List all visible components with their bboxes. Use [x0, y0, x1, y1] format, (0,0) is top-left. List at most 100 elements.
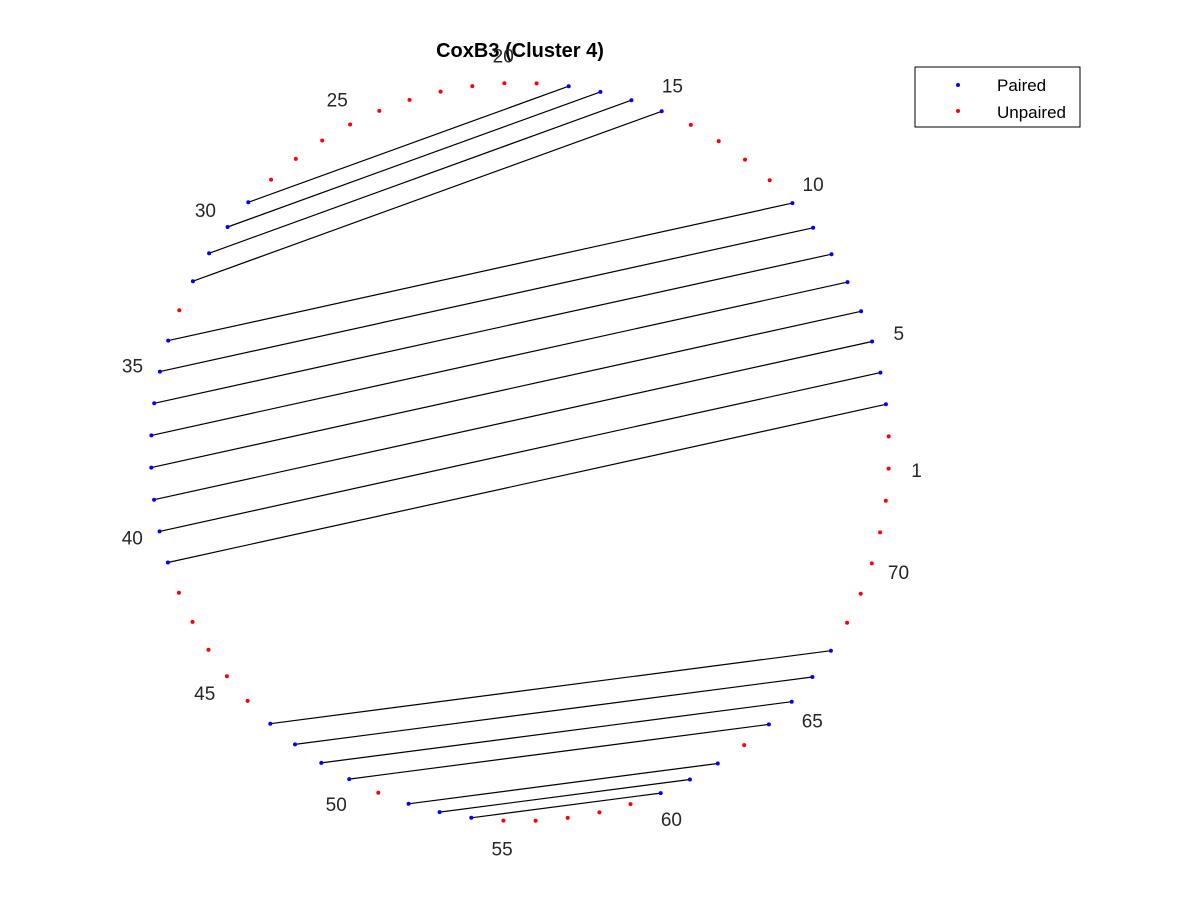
unpaired-base-2 — [886, 434, 891, 439]
paired-base-53 — [437, 810, 442, 815]
paired-base-49 — [319, 760, 324, 765]
unpaired-base-33 — [177, 308, 182, 313]
legend-box — [914, 66, 1081, 128]
unpaired-base-24 — [377, 108, 382, 113]
index-label-10: 10 — [803, 175, 824, 196]
paired-base-34 — [166, 338, 171, 343]
pair-line-7-37 — [151, 281, 848, 436]
pair-line-10-34 — [168, 202, 793, 342]
pair-line-9-35 — [159, 227, 814, 373]
paired-base-41 — [165, 560, 170, 565]
unpaired-base-58 — [597, 810, 602, 815]
unpaired-base-63 — [742, 743, 747, 748]
pair-line-3-41 — [167, 403, 887, 564]
unpaired-base-43 — [190, 619, 195, 624]
pair-line-49-65 — [321, 701, 792, 764]
unpaired-base-71 — [878, 530, 883, 535]
paired-base-62 — [715, 761, 720, 766]
legend-paired-marker — [956, 83, 960, 87]
pair-line-6-38 — [151, 310, 862, 469]
index-label-30: 30 — [195, 201, 216, 222]
legend-unpaired-label: Unpaired — [997, 103, 1066, 122]
legend: Paired Unpaired — [914, 66, 1081, 128]
paired-base-10 — [790, 201, 795, 206]
unpaired-base-14 — [688, 122, 693, 127]
paired-base-7 — [845, 280, 850, 285]
unpaired-base-72 — [883, 498, 888, 503]
pair-lines — [151, 85, 887, 819]
pair-line-5-39 — [153, 340, 873, 501]
unpaired-base-45 — [224, 674, 229, 679]
index-label-45: 45 — [194, 684, 215, 705]
paired-base-64 — [766, 722, 771, 727]
unpaired-base-11 — [767, 178, 772, 183]
pair-line-8-36 — [154, 253, 832, 404]
chart-title: CoxB3 (Cluster 4) — [436, 40, 604, 62]
paired-base-39 — [152, 497, 157, 502]
paired-base-16 — [629, 98, 634, 103]
pair-line-53-61 — [439, 778, 690, 813]
paired-base-32 — [190, 279, 195, 284]
unpaired-base-56 — [533, 818, 538, 823]
paired-base-54 — [469, 815, 474, 820]
index-label-55: 55 — [492, 840, 513, 861]
paired-base-3 — [883, 402, 888, 407]
index-label-40: 40 — [122, 528, 143, 549]
unpaired-base-68 — [845, 620, 850, 625]
paired-base-4 — [878, 370, 883, 375]
paired-base-61 — [687, 777, 692, 782]
unpaired-base-19 — [534, 81, 539, 86]
unpaired-base-12 — [743, 157, 747, 162]
unpaired-base-23 — [407, 97, 412, 102]
pair-line-47-67 — [270, 650, 831, 725]
unpaired-base-13 — [716, 139, 721, 144]
pair-line-48-66 — [294, 676, 813, 745]
paired-base-9 — [811, 225, 816, 230]
unpaired-base-46 — [245, 698, 250, 703]
paired-base-17 — [598, 89, 603, 94]
unpaired-base-70 — [869, 561, 874, 566]
index-label-70: 70 — [888, 563, 909, 584]
unpaired-base-27 — [293, 156, 298, 161]
pair-line-4-40 — [159, 372, 881, 532]
index-label-60: 60 — [661, 810, 682, 831]
paired-base-48 — [293, 742, 297, 747]
paired-base-15 — [659, 109, 664, 114]
paired-base-36 — [152, 401, 157, 406]
index-label-1: 1 — [911, 461, 922, 482]
paired-base-6 — [859, 309, 864, 314]
unpaired-base-51 — [376, 790, 381, 795]
index-label-5: 5 — [894, 324, 905, 345]
pair-line-54-60 — [471, 792, 661, 819]
paired-base-8 — [829, 252, 834, 257]
index-label-20: 20 — [493, 46, 514, 67]
paired-base-18 — [566, 84, 571, 89]
paired-base-67 — [828, 648, 833, 653]
unpaired-base-20 — [502, 81, 507, 86]
paired-base-52 — [406, 801, 411, 806]
pair-line-52-62 — [408, 762, 718, 805]
legend-paired-label: Paired — [997, 76, 1046, 95]
paired-base-66 — [810, 675, 815, 679]
unpaired-base-59 — [628, 802, 633, 807]
paired-base-5 — [870, 339, 875, 344]
unpaired-base-26 — [320, 138, 325, 143]
index-label-25: 25 — [327, 91, 348, 112]
paired-base-31 — [207, 251, 212, 256]
paired-base-29 — [246, 200, 251, 205]
unpaired-base-21 — [470, 84, 475, 89]
paired-base-47 — [268, 721, 273, 726]
index-label-15: 15 — [662, 76, 683, 97]
paired-base-38 — [149, 465, 154, 470]
pair-line-15-32 — [192, 110, 662, 282]
pair-line-50-64 — [349, 723, 769, 780]
unpaired-base-22 — [438, 89, 443, 94]
paired-base-50 — [347, 777, 352, 782]
unpaired-base-1 — [886, 466, 891, 471]
base-points — [149, 81, 891, 823]
unpaired-base-69 — [858, 591, 863, 596]
unpaired-base-25 — [348, 122, 353, 127]
unpaired-base-28 — [269, 177, 274, 182]
